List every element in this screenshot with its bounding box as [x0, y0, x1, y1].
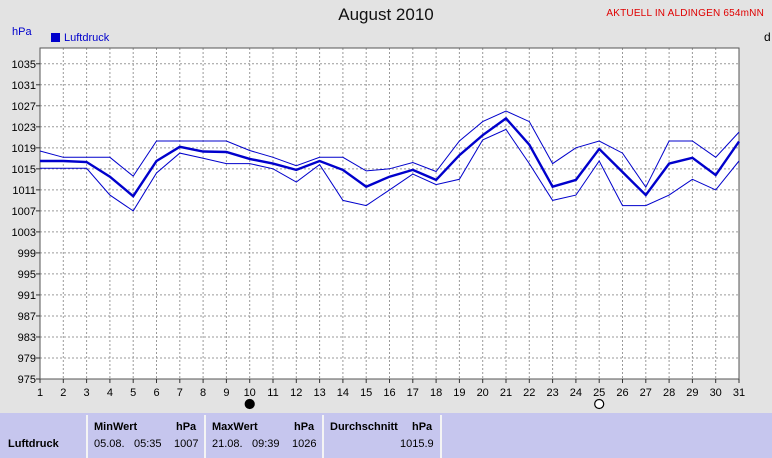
x-tick-label: 27	[640, 387, 652, 399]
y-axis-unit: hPa	[12, 26, 32, 38]
x-tick-label: 11	[267, 387, 278, 399]
x-tick-label: 25	[593, 387, 605, 399]
stats-row-label-cell: Luftdruck	[0, 413, 86, 458]
pressure-chart: 9759799839879919959991003100710111015101…	[12, 32, 746, 410]
series-line-mean	[40, 116, 740, 198]
max-date: 21.08.	[212, 438, 243, 450]
y-tick-label: 991	[18, 290, 36, 302]
avg-value: 1015.9	[400, 438, 434, 450]
y-tick-label: 1027	[12, 101, 36, 113]
x-tick-label: 4	[107, 387, 113, 399]
max-time: 09:39	[252, 438, 280, 450]
chart-title: August 2010	[338, 5, 434, 24]
x-tick-label: 26	[616, 387, 628, 399]
x-tick-label: 7	[177, 387, 183, 399]
x-tick-label: 21	[500, 387, 512, 399]
min-date: 05.08.	[94, 438, 125, 450]
y-tick-label: 1015	[12, 164, 36, 176]
min-time: 05:35	[134, 438, 162, 450]
max-unit: hPa	[294, 421, 315, 433]
min-header: MinWert	[94, 421, 138, 433]
y-tick-label: 1019	[12, 143, 36, 155]
y-tick-label: 1003	[12, 227, 36, 239]
x-tick-label: 9	[223, 387, 229, 399]
min-value: 1007	[174, 438, 199, 450]
stats-avg-cell: Durchschnitt hPa 1015.9	[324, 413, 440, 458]
x-tick-label: 16	[383, 387, 395, 399]
series-line-min	[40, 128, 740, 212]
avg-unit: hPa	[412, 421, 433, 433]
y-tick-label: 975	[18, 374, 36, 386]
x-tick-label: 29	[686, 387, 698, 399]
x-tick-label: 17	[407, 387, 419, 399]
y-tick-label: 987	[18, 311, 36, 323]
min-unit: hPa	[176, 421, 197, 433]
x-tick-label: 20	[477, 387, 489, 399]
y-tick-label: 999	[18, 248, 36, 260]
divider	[440, 415, 442, 458]
series-lines	[39, 110, 740, 212]
stats-max-cell: MaxWert hPa 21.08. 09:39 1026	[206, 413, 322, 458]
y-tick-label: 995	[18, 269, 36, 281]
x-tick-label: 18	[430, 387, 442, 399]
avg-header: Durchschnitt	[330, 421, 398, 433]
divider	[86, 415, 88, 458]
x-tick-label: 10	[244, 387, 256, 399]
max-value: 1026	[292, 438, 317, 450]
legend-label: Luftdruck	[64, 32, 110, 44]
series-line-max	[39, 110, 740, 189]
x-tick-label: 19	[453, 387, 465, 399]
divider	[204, 415, 206, 458]
y-tick-label: 1035	[12, 59, 36, 71]
new-moon-icon	[244, 398, 255, 410]
live-station-link[interactable]: AKTUELL IN ALDINGEN 654mNN	[606, 8, 764, 19]
x-tick-label: 8	[200, 387, 206, 399]
x-tick-label: 1	[37, 387, 43, 399]
stats-table: Luftdruck MinWert hPa 05.08. 05:35 1007 …	[0, 413, 772, 458]
x-tick-label: 24	[570, 387, 582, 399]
stats-min-cell: MinWert hPa 05.08. 05:35 1007	[88, 413, 204, 458]
divider	[322, 415, 324, 458]
x-tick-label: 31	[733, 387, 745, 399]
y-tick-label: 1007	[12, 206, 36, 218]
moon-phases	[244, 398, 605, 410]
x-tick-label: 12	[290, 387, 302, 399]
x-tick-label: 3	[84, 387, 90, 399]
y-tick-label: 983	[18, 332, 36, 344]
x-tick-label: 6	[153, 387, 159, 399]
stats-row-label: Luftdruck	[8, 438, 59, 450]
edge-letter: d	[764, 30, 771, 44]
max-header: MaxWert	[212, 421, 258, 433]
x-tick-label: 14	[337, 387, 349, 399]
x-tick-label: 15	[360, 387, 372, 399]
y-tick-label: 1031	[12, 80, 36, 92]
x-tick-label: 5	[130, 387, 136, 399]
y-tick-label: 1011	[12, 185, 36, 197]
full-moon-icon	[594, 398, 605, 410]
x-tick-label: 22	[523, 387, 535, 399]
x-tick-label: 23	[546, 387, 558, 399]
y-tick-label: 1023	[12, 122, 36, 134]
axis-ticks: 9759799839879919959991003100710111015101…	[12, 59, 746, 399]
x-tick-label: 2	[60, 387, 66, 399]
y-tick-label: 979	[18, 353, 36, 365]
x-tick-label: 13	[313, 387, 325, 399]
x-tick-label: 30	[710, 387, 722, 399]
x-tick-label: 28	[663, 387, 675, 399]
legend-swatch	[51, 33, 60, 42]
legend: Luftdruck	[51, 32, 110, 44]
